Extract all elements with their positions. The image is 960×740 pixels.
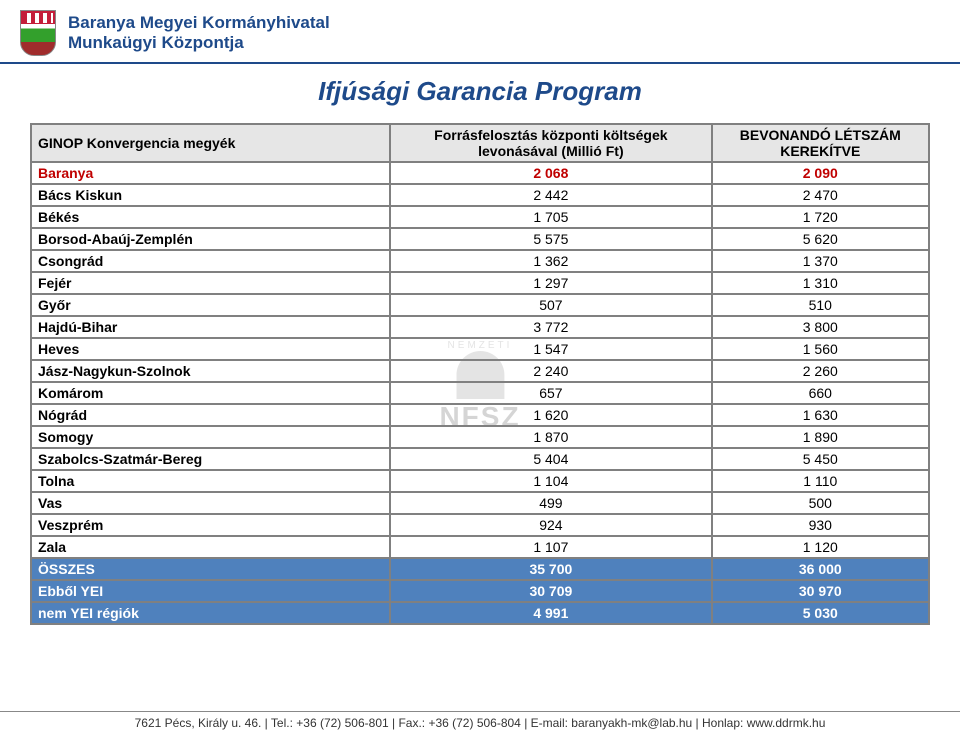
col-header-region: GINOP Konvergencia megyék	[31, 124, 390, 162]
cell-headcount: 1 890	[712, 426, 929, 448]
cell-headcount: 510	[712, 294, 929, 316]
cell-headcount: 5 620	[712, 228, 929, 250]
cell-funding: 924	[390, 514, 711, 536]
cell-region: Baranya	[31, 162, 390, 184]
cell-funding: 5 575	[390, 228, 711, 250]
cell-funding: 1 870	[390, 426, 711, 448]
table-row: Veszprém924930	[31, 514, 929, 536]
cell-headcount: 5 030	[712, 602, 929, 624]
table-row: Békés1 7051 720	[31, 206, 929, 228]
cell-region: Szabolcs-Szatmár-Bereg	[31, 448, 390, 470]
cell-funding: 507	[390, 294, 711, 316]
table-row: ÖSSZES35 70036 000	[31, 558, 929, 580]
table-row: Ebből YEI30 70930 970	[31, 580, 929, 602]
cell-funding: 499	[390, 492, 711, 514]
cell-headcount: 2 470	[712, 184, 929, 206]
cell-headcount: 1 720	[712, 206, 929, 228]
cell-region: Ebből YEI	[31, 580, 390, 602]
table-row: Csongrád1 3621 370	[31, 250, 929, 272]
cell-funding: 2 442	[390, 184, 711, 206]
table-row: Hajdú-Bihar3 7723 800	[31, 316, 929, 338]
cell-funding: 35 700	[390, 558, 711, 580]
cell-headcount: 2 090	[712, 162, 929, 184]
cell-funding: 1 104	[390, 470, 711, 492]
table-row: nem YEI régiók4 9915 030	[31, 602, 929, 624]
cell-headcount: 1 310	[712, 272, 929, 294]
cell-headcount: 5 450	[712, 448, 929, 470]
cell-funding: 1 705	[390, 206, 711, 228]
cell-headcount: 660	[712, 382, 929, 404]
table-row: Győr507510	[31, 294, 929, 316]
footer-text: 7621 Pécs, Király u. 46. | Tel.: +36 (72…	[135, 716, 826, 730]
cell-headcount: 2 260	[712, 360, 929, 382]
table-header-row: GINOP Konvergencia megyék Forrásfelosztá…	[31, 124, 929, 162]
cell-funding: 4 991	[390, 602, 711, 624]
cell-headcount: 1 560	[712, 338, 929, 360]
cell-headcount: 1 370	[712, 250, 929, 272]
org-line1: Baranya Megyei Kormányhivatal	[68, 13, 330, 33]
cell-funding: 1 107	[390, 536, 711, 558]
cell-region: Békés	[31, 206, 390, 228]
cell-headcount: 1 630	[712, 404, 929, 426]
cell-region: Jász-Nagykun-Szolnok	[31, 360, 390, 382]
table-row: Nógrád1 6201 630	[31, 404, 929, 426]
cell-funding: 1 620	[390, 404, 711, 426]
cell-region: Hajdú-Bihar	[31, 316, 390, 338]
table-body: Baranya2 0682 090Bács Kiskun2 4422 470Bé…	[31, 162, 929, 624]
cell-funding: 1 297	[390, 272, 711, 294]
table-row: Heves1 5471 560	[31, 338, 929, 360]
cell-headcount: 500	[712, 492, 929, 514]
hungary-crest-icon	[20, 10, 56, 56]
cell-headcount: 3 800	[712, 316, 929, 338]
table-row: Komárom657660	[31, 382, 929, 404]
document-footer: 7621 Pécs, Király u. 46. | Tel.: +36 (72…	[0, 711, 960, 730]
document-header: Baranya Megyei Kormányhivatal Munkaügyi …	[0, 0, 960, 64]
cell-region: Vas	[31, 492, 390, 514]
table-row: Szabolcs-Szatmár-Bereg5 4045 450	[31, 448, 929, 470]
cell-funding: 2 068	[390, 162, 711, 184]
cell-headcount: 30 970	[712, 580, 929, 602]
cell-headcount: 930	[712, 514, 929, 536]
table-row: Bács Kiskun2 4422 470	[31, 184, 929, 206]
organization-name: Baranya Megyei Kormányhivatal Munkaügyi …	[68, 13, 330, 53]
cell-region: Zala	[31, 536, 390, 558]
cell-region: Heves	[31, 338, 390, 360]
table-row: Borsod-Abaúj-Zemplén5 5755 620	[31, 228, 929, 250]
cell-funding: 5 404	[390, 448, 711, 470]
allocation-table: GINOP Konvergencia megyék Forrásfelosztá…	[30, 123, 930, 625]
cell-region: Győr	[31, 294, 390, 316]
table-row: Zala1 1071 120	[31, 536, 929, 558]
org-line2: Munkaügyi Központja	[68, 33, 330, 53]
cell-region: Nógrád	[31, 404, 390, 426]
cell-region: Somogy	[31, 426, 390, 448]
cell-funding: 657	[390, 382, 711, 404]
table-row: Baranya2 0682 090	[31, 162, 929, 184]
table-row: Vas499500	[31, 492, 929, 514]
table-row: Tolna1 1041 110	[31, 470, 929, 492]
cell-headcount: 1 120	[712, 536, 929, 558]
table-row: Jász-Nagykun-Szolnok2 2402 260	[31, 360, 929, 382]
table-row: Somogy1 8701 890	[31, 426, 929, 448]
cell-funding: 1 547	[390, 338, 711, 360]
cell-region: Fejér	[31, 272, 390, 294]
cell-region: Komárom	[31, 382, 390, 404]
page-title: Ifjúsági Garancia Program	[30, 76, 930, 107]
col-header-headcount: BEVONANDÓ LÉTSZÁM KEREKÍTVE	[712, 124, 929, 162]
cell-funding: 30 709	[390, 580, 711, 602]
cell-region: Bács Kiskun	[31, 184, 390, 206]
cell-region: Veszprém	[31, 514, 390, 536]
content-area: Ifjúsági Garancia Program NEMZETI NFSZ G…	[0, 64, 960, 635]
cell-funding: 2 240	[390, 360, 711, 382]
cell-region: ÖSSZES	[31, 558, 390, 580]
cell-funding: 1 362	[390, 250, 711, 272]
cell-headcount: 1 110	[712, 470, 929, 492]
cell-headcount: 36 000	[712, 558, 929, 580]
cell-region: Borsod-Abaúj-Zemplén	[31, 228, 390, 250]
table-row: Fejér1 2971 310	[31, 272, 929, 294]
cell-region: Csongrád	[31, 250, 390, 272]
cell-region: Tolna	[31, 470, 390, 492]
col-header-funding: Forrásfelosztás központi költségek levon…	[390, 124, 711, 162]
cell-region: nem YEI régiók	[31, 602, 390, 624]
cell-funding: 3 772	[390, 316, 711, 338]
